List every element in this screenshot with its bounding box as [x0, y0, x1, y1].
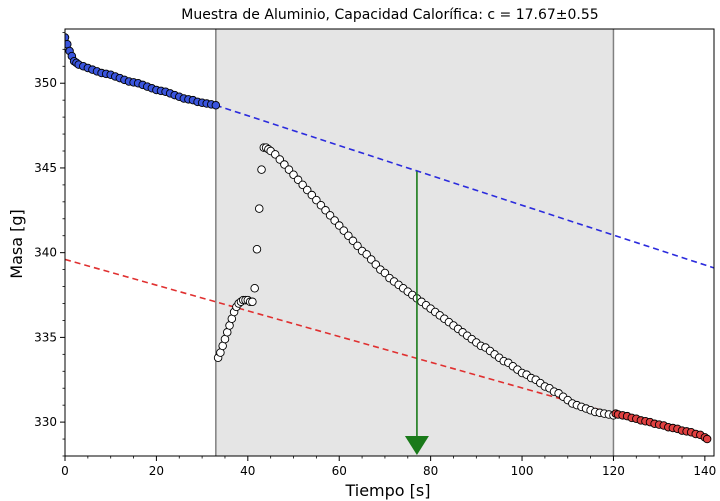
y-tick-label: 335 — [34, 330, 57, 344]
data-point-mid — [254, 204, 264, 213]
fit-line-post — [65, 258, 614, 415]
data-points — [65, 33, 712, 444]
y-axis-label: Masa [g] — [7, 209, 26, 278]
data-point-mid — [252, 245, 262, 254]
x-tick-label: 140 — [693, 464, 716, 478]
chart-title: Muestra de Aluminio, Capacidad Calorífic… — [181, 7, 598, 23]
y-tick-label: 345 — [34, 161, 57, 175]
x-tick-label: 120 — [602, 464, 625, 478]
x-tick-label: 100 — [511, 464, 534, 478]
arrow-head — [404, 436, 429, 455]
x-tick-label: 60 — [332, 464, 347, 478]
x-tick-label: 40 — [240, 464, 255, 478]
data-point-pre — [211, 100, 221, 110]
x-tick-label: 0 — [61, 464, 69, 478]
x-tick-label: 20 — [149, 464, 164, 478]
plot-area: 0 20 40 60 80 100 120 140 330 335 340 345 350 — [34, 28, 716, 478]
y-tick-label: 350 — [34, 76, 57, 90]
x-tick-label: 80 — [423, 464, 438, 478]
data-point-mid — [250, 284, 259, 293]
y-tick-label: 340 — [34, 246, 57, 260]
fit-line-pre — [215, 104, 714, 269]
data-point-mid — [248, 297, 257, 307]
data-point-mid — [257, 165, 266, 174]
plot-frame — [64, 28, 715, 457]
x-axis-label: Tiempo [s] — [344, 481, 430, 500]
data-point-post — [702, 434, 712, 444]
y-tick-label: 330 — [34, 415, 57, 429]
